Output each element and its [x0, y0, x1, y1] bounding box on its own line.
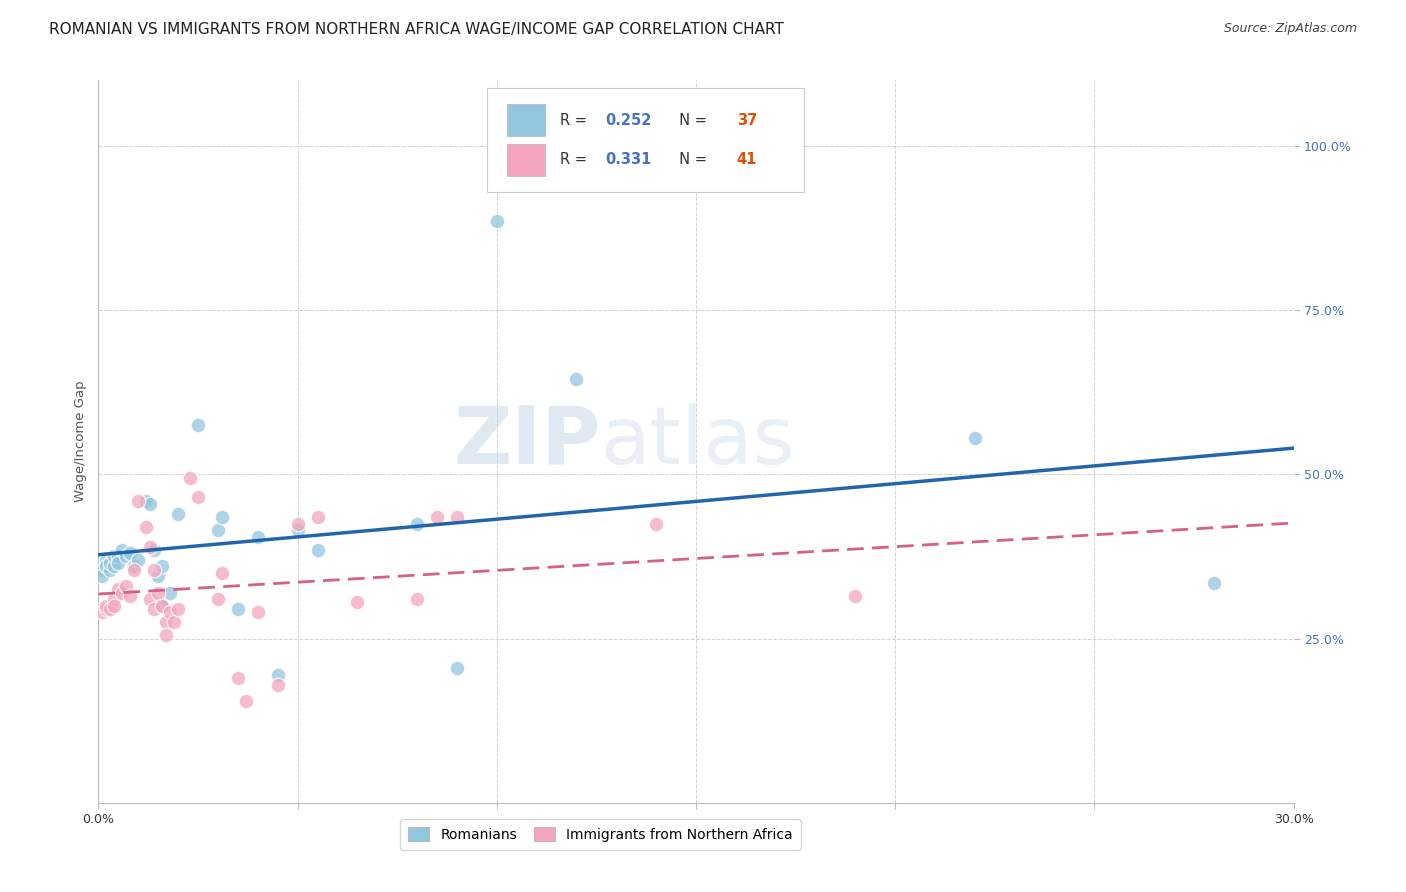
Point — [150, 599, 173, 613]
Point — [426, 510, 449, 524]
Text: N =: N = — [669, 153, 711, 168]
Point — [111, 542, 134, 557]
Point — [307, 542, 329, 557]
Point — [143, 563, 166, 577]
Point — [91, 602, 114, 616]
Point — [98, 602, 122, 616]
Point — [167, 507, 190, 521]
Point — [107, 582, 129, 597]
Point — [645, 516, 668, 531]
Point — [96, 553, 118, 567]
Point — [139, 592, 162, 607]
Point — [107, 549, 129, 564]
Point — [207, 592, 229, 607]
Point — [211, 566, 233, 580]
Text: 0.331: 0.331 — [605, 153, 651, 168]
FancyBboxPatch shape — [508, 144, 546, 176]
Point — [91, 605, 114, 619]
Text: ZIP: ZIP — [453, 402, 600, 481]
Point — [287, 516, 309, 531]
Point — [1202, 575, 1225, 590]
FancyBboxPatch shape — [486, 87, 804, 193]
Point — [111, 585, 134, 599]
Point — [103, 549, 125, 564]
Point — [187, 491, 209, 505]
Point — [246, 605, 269, 619]
Point — [148, 585, 170, 599]
Point — [226, 602, 249, 616]
Text: atlas: atlas — [600, 402, 794, 481]
Point — [91, 563, 114, 577]
Point — [143, 602, 166, 616]
Text: ROMANIAN VS IMMIGRANTS FROM NORTHERN AFRICA WAGE/INCOME GAP CORRELATION CHART: ROMANIAN VS IMMIGRANTS FROM NORTHERN AFR… — [49, 22, 785, 37]
Point — [98, 556, 122, 570]
Point — [159, 585, 181, 599]
Point — [187, 418, 209, 433]
Text: 0.252: 0.252 — [605, 112, 651, 128]
Point — [565, 372, 588, 386]
Point — [287, 523, 309, 537]
Point — [107, 556, 129, 570]
Text: N =: N = — [669, 112, 711, 128]
Point — [267, 667, 290, 681]
Point — [120, 589, 142, 603]
FancyBboxPatch shape — [508, 103, 546, 136]
Point — [159, 605, 181, 619]
Text: 37: 37 — [737, 112, 756, 128]
Point — [115, 549, 138, 564]
Point — [124, 563, 146, 577]
Point — [446, 661, 468, 675]
Point — [135, 520, 157, 534]
Point — [246, 530, 269, 544]
Point — [103, 599, 125, 613]
Point — [307, 510, 329, 524]
Point — [96, 559, 118, 574]
Point — [96, 599, 118, 613]
Point — [963, 431, 986, 445]
Point — [226, 671, 249, 685]
Point — [148, 569, 170, 583]
Point — [406, 516, 429, 531]
Point — [124, 559, 146, 574]
Point — [446, 510, 468, 524]
Point — [267, 677, 290, 691]
Point — [346, 595, 368, 609]
Point — [139, 540, 162, 554]
Point — [163, 615, 186, 630]
Point — [485, 214, 508, 228]
Point — [150, 599, 173, 613]
Point — [96, 602, 118, 616]
Text: R =: R = — [560, 112, 592, 128]
Point — [115, 579, 138, 593]
Point — [844, 589, 866, 603]
Text: R =: R = — [560, 153, 592, 168]
Point — [235, 694, 257, 708]
Point — [150, 559, 173, 574]
Point — [127, 493, 149, 508]
Point — [103, 592, 125, 607]
Point — [127, 553, 149, 567]
Point — [139, 497, 162, 511]
Point — [167, 602, 190, 616]
Text: 41: 41 — [737, 153, 756, 168]
Point — [155, 628, 177, 642]
Point — [211, 510, 233, 524]
Point — [406, 592, 429, 607]
Point — [207, 523, 229, 537]
Point — [135, 493, 157, 508]
Y-axis label: Wage/Income Gap: Wage/Income Gap — [75, 381, 87, 502]
Point — [120, 546, 142, 560]
Point — [143, 542, 166, 557]
Legend: Romanians, Immigrants from Northern Africa: Romanians, Immigrants from Northern Afri… — [401, 819, 800, 850]
Point — [91, 569, 114, 583]
Point — [103, 559, 125, 574]
Point — [155, 615, 177, 630]
Text: Source: ZipAtlas.com: Source: ZipAtlas.com — [1223, 22, 1357, 36]
Point — [98, 563, 122, 577]
Point — [179, 471, 201, 485]
